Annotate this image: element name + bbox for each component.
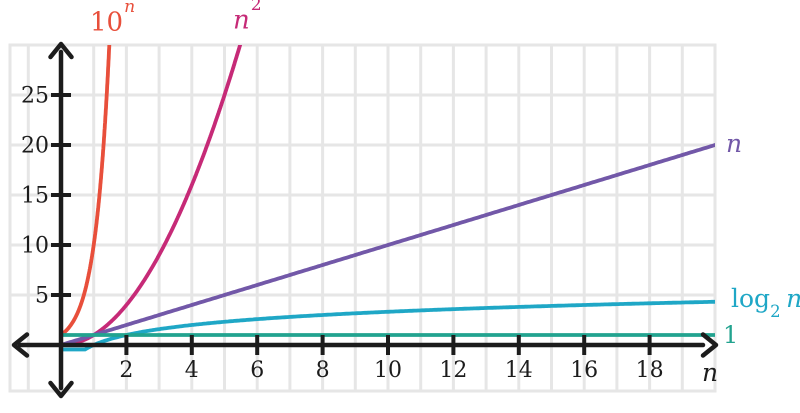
curve-label-square: n2: [233, 0, 262, 36]
curve-label-linear: n: [726, 129, 743, 158]
y-tick-label: 25: [21, 84, 49, 109]
curve-label-square-base: n: [233, 5, 250, 36]
y-tick-label: 15: [21, 184, 49, 209]
ticks: [51, 93, 652, 355]
axes: [11, 41, 719, 399]
x-tick-label: 18: [636, 358, 664, 383]
curve-label-log2-subscript: 2: [770, 301, 781, 321]
curve-log2: [59, 299, 715, 352]
y-tick-label: 10: [21, 234, 49, 259]
x-tick-label: 4: [185, 358, 199, 383]
tick-labels: 2 4 6 8 10 12 14 16 18 5 10 15 20 25: [21, 84, 664, 384]
x-tick-label: 12: [439, 358, 467, 383]
curve-label-square-exponent: 2: [250, 0, 262, 16]
y-axis-up-arrow: [48, 41, 74, 60]
curve-label-exp10: 10n: [90, 0, 135, 38]
curve-label-log2: log2n: [731, 284, 800, 319]
x-tick-label: 2: [119, 358, 133, 383]
x-axis-left-arrow: [11, 332, 30, 358]
x-axis-label: n: [702, 358, 719, 387]
curve-label-one: 1: [723, 321, 739, 349]
y-tick-label: 5: [35, 284, 49, 309]
x-tick-label: 14: [505, 358, 533, 383]
x-tick-label: 10: [374, 358, 402, 383]
y-tick-label: 20: [21, 134, 49, 159]
x-tick-label: 16: [570, 358, 598, 383]
x-tick-label: 6: [250, 358, 264, 383]
curve-label-log2-arg: n: [786, 284, 800, 313]
y-axis-down-arrow: [48, 380, 74, 399]
curve-linear: [59, 143, 715, 347]
x-axis-right-arrow: [700, 332, 719, 358]
x-tick-label: 8: [316, 358, 330, 383]
curve-exp10: [59, 45, 112, 337]
curve-label-exp10-exponent: n: [124, 0, 136, 18]
curve-label-log2-fname: log: [731, 284, 771, 313]
curve-label-exp10-base: 10: [90, 7, 124, 38]
